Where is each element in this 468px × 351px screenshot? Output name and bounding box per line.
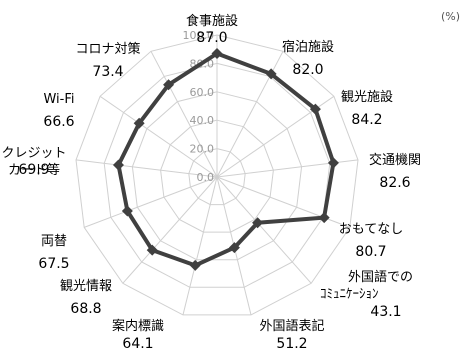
- category-label: 宿泊施設: [282, 39, 334, 55]
- data-point: [146, 244, 158, 256]
- data-point: [309, 103, 321, 115]
- grid-ring: [131, 91, 303, 261]
- tick-label: 100.0: [183, 29, 215, 42]
- data-point: [121, 205, 133, 217]
- value-label: 73.4: [92, 64, 123, 80]
- value-label: 82.6: [379, 175, 410, 191]
- category-label: 観光施設: [341, 89, 393, 105]
- data-point: [265, 68, 277, 80]
- data-point: [327, 157, 339, 169]
- category-label: 両替: [41, 234, 67, 249]
- data-point: [318, 212, 330, 224]
- value-label: 64.1: [122, 336, 153, 351]
- category-label: クレジット: [1, 146, 66, 161]
- value-label: 82.0: [292, 62, 323, 78]
- spoke-line: [216, 176, 312, 284]
- category-label: コロナ対策: [75, 41, 140, 57]
- series-line: [116, 51, 336, 268]
- spoke-line: [216, 51, 284, 178]
- data-point: [189, 259, 201, 271]
- data-point: [112, 159, 124, 171]
- tick-label: 20.0: [190, 143, 215, 156]
- category-label: 食事施設: [186, 13, 238, 29]
- category-label: 外国語表記: [259, 318, 324, 334]
- value-label: 84.2: [351, 112, 382, 128]
- radar-grid: [75, 34, 359, 316]
- category-label: Wi-Fi: [43, 92, 74, 107]
- grid-ring: [160, 119, 274, 233]
- spoke-line: [122, 176, 218, 284]
- category-label: 交通機関: [369, 152, 421, 168]
- tick-label: 40.0: [190, 114, 215, 127]
- data-point: [163, 79, 175, 91]
- data-point: [252, 217, 264, 229]
- tick-label: 60.0: [190, 86, 215, 99]
- spoke-line: [150, 51, 218, 178]
- value-label: 51.2: [276, 336, 307, 351]
- data-point: [228, 242, 240, 254]
- unit-label: (%): [441, 10, 460, 23]
- category-label: おもてなし: [339, 222, 403, 237]
- value-label: 80.7: [355, 244, 386, 260]
- data-point: [211, 47, 223, 59]
- spoke-line: [182, 176, 218, 316]
- value-label: 87.0: [196, 30, 227, 46]
- value-label: 43.1: [370, 304, 401, 320]
- category-label: カード等: [8, 162, 60, 178]
- spoke-line: [99, 95, 218, 178]
- value-label: 69.9: [18, 162, 49, 178]
- spoke-line: [75, 159, 218, 178]
- category-label: ｺﾐｭﾆｹｰｼｮﾝ: [320, 287, 379, 302]
- value-label: 67.5: [38, 256, 69, 272]
- data-series: [112, 47, 339, 271]
- spoke-line: [84, 176, 218, 228]
- tick-label: 0.0: [197, 171, 215, 184]
- data-point: [133, 117, 145, 129]
- grid-ring: [188, 148, 246, 206]
- value-label: 68.8: [70, 301, 101, 317]
- grid-ring: [103, 62, 331, 288]
- value-label: 66.6: [43, 114, 74, 130]
- grid-ring: [75, 34, 359, 316]
- category-label: 案内標識: [112, 318, 164, 334]
- category-label: 観光情報: [60, 279, 112, 294]
- category-label: 外国語での: [348, 269, 413, 285]
